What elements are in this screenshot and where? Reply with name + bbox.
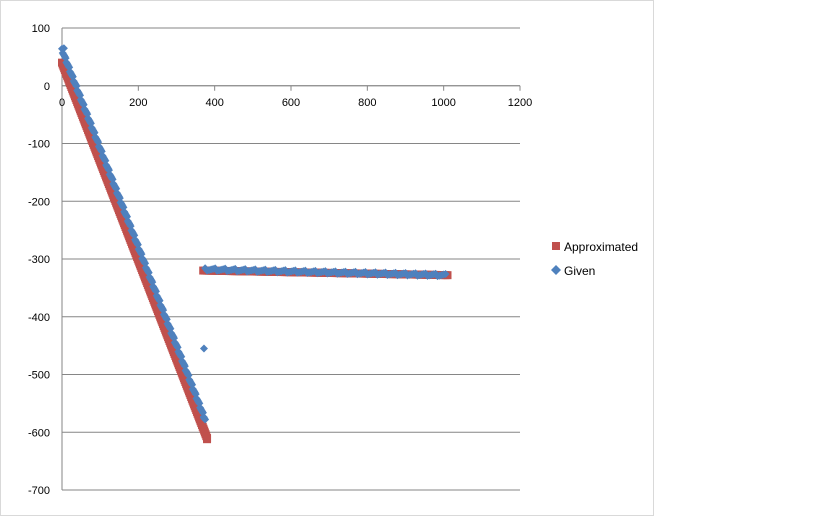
y-tick-label: -700	[28, 485, 50, 497]
data-point-given	[199, 344, 208, 353]
x-tick-label: 1200	[508, 97, 532, 109]
series-given	[58, 44, 450, 424]
legend-label: Given	[564, 264, 595, 278]
x-tick-label: 600	[282, 97, 300, 109]
y-tick-label: -100	[28, 139, 50, 151]
data-point-given	[123, 212, 132, 221]
x-tick-label: 400	[205, 97, 223, 109]
legend-diamond-icon	[551, 265, 561, 275]
legend: Approximated Given	[551, 240, 638, 278]
data-point-approximated	[203, 435, 212, 444]
y-tick-label: -600	[28, 427, 50, 439]
x-tick-label: 1000	[431, 97, 455, 109]
y-tick-label: -500	[28, 370, 50, 382]
y-tick-label: 0	[44, 81, 50, 93]
legend-item: Given	[551, 264, 595, 278]
axes	[61, 28, 521, 490]
x-tick-label: 200	[129, 97, 147, 109]
y-tick-label: -200	[28, 196, 50, 208]
data-point-given	[441, 269, 450, 278]
legend-label: Approximated	[564, 240, 638, 254]
series-layer	[58, 44, 452, 444]
y-tick-label: 100	[32, 23, 50, 35]
x-tick-label: 0	[59, 97, 65, 109]
legend-item: Approximated	[552, 240, 638, 254]
x-tick-label: 800	[358, 97, 376, 109]
data-point-given	[59, 44, 68, 53]
y-tick-label: -400	[28, 312, 50, 324]
legend-square-icon	[552, 242, 560, 250]
series-approximated	[58, 58, 452, 444]
y-tick-label: -300	[28, 254, 50, 266]
data-point-given	[199, 413, 208, 422]
